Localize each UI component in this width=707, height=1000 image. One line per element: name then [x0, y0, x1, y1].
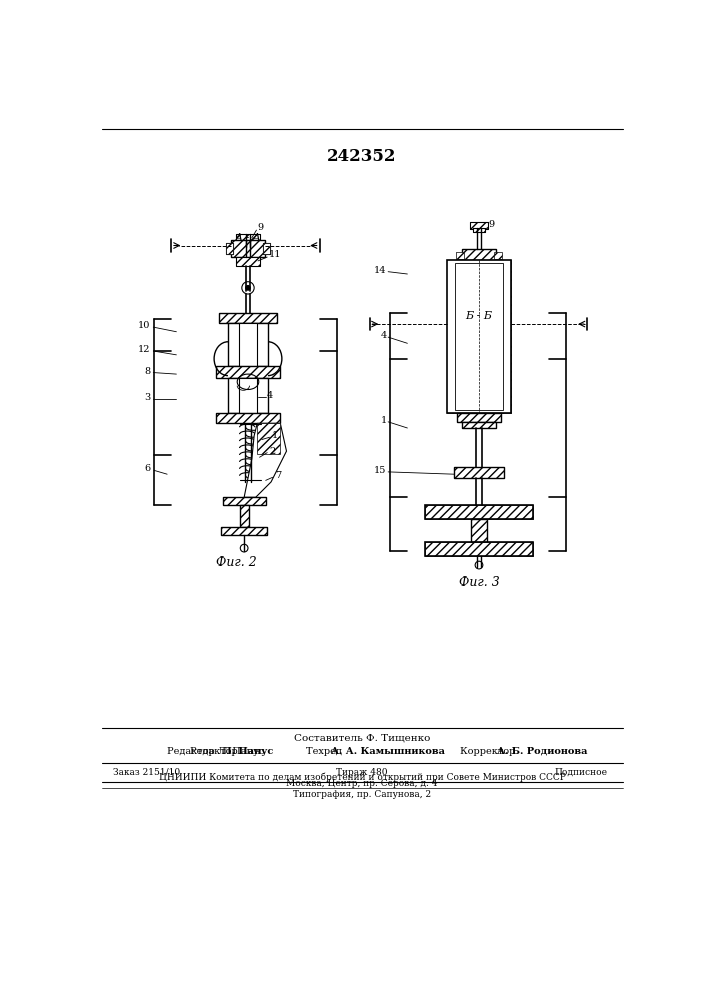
Circle shape [475, 561, 483, 569]
Bar [469, 222, 489, 229]
Bar [216, 413, 281, 423]
Text: 9: 9 [489, 220, 494, 229]
Text: Типография, пр. Сапунова, 2: Типография, пр. Сапунова, 2 [293, 790, 431, 799]
Bar [223, 497, 266, 505]
Bar [235, 257, 260, 266]
Circle shape [240, 544, 248, 552]
Text: Фиг. 3: Фиг. 3 [459, 576, 499, 588]
Bar [448, 260, 457, 413]
Text: 12: 12 [138, 345, 150, 354]
Bar [462, 422, 496, 428]
Text: Техред: Техред [305, 747, 345, 756]
Bar [425, 542, 533, 556]
Circle shape [246, 286, 250, 290]
Text: Москва, Центр, пр. Серова, д. 4: Москва, Центр, пр. Серова, д. 4 [286, 779, 438, 788]
Bar [455, 263, 503, 410]
Text: 1: 1 [380, 416, 387, 425]
Text: 242352: 242352 [327, 148, 397, 165]
Text: 11: 11 [269, 250, 281, 259]
Text: Корректор: Корректор [460, 747, 518, 756]
Text: 4: 4 [380, 331, 387, 340]
Bar [494, 252, 502, 259]
Bar [264, 243, 269, 254]
Circle shape [242, 282, 254, 294]
Bar [473, 228, 485, 232]
Text: Б - Б: Б - Б [465, 311, 493, 321]
Bar [264, 243, 269, 254]
Text: 9: 9 [257, 223, 264, 232]
Bar [472, 519, 486, 542]
Bar [235, 234, 260, 240]
Bar [228, 378, 268, 413]
Bar [257, 423, 281, 454]
Bar [216, 413, 281, 423]
Bar [218, 312, 277, 323]
Text: 10: 10 [138, 321, 150, 330]
Polygon shape [244, 423, 286, 497]
Bar [257, 378, 268, 413]
Text: 3: 3 [144, 393, 150, 402]
Bar [456, 252, 464, 259]
Bar [228, 323, 239, 366]
Text: 2: 2 [269, 447, 276, 456]
Bar [425, 542, 533, 556]
Text: 6: 6 [144, 464, 150, 473]
Bar [425, 505, 533, 519]
Text: 7: 7 [275, 471, 281, 480]
Bar [218, 312, 277, 323]
Bar [228, 323, 268, 366]
Text: ЦНИИПИ Комитета по делам изобретений и открытий при Совете Министров СССР: ЦНИИПИ Комитета по делам изобретений и о… [158, 773, 566, 782]
Bar [448, 260, 510, 413]
Bar [239, 378, 257, 413]
Text: 4: 4 [267, 391, 274, 400]
Text: 1: 1 [272, 431, 278, 440]
Bar [216, 366, 281, 378]
Bar [455, 467, 503, 478]
Bar [240, 505, 249, 527]
Bar [228, 378, 239, 413]
Text: Фиг. 2: Фиг. 2 [216, 556, 257, 569]
Bar [462, 422, 496, 428]
Bar [501, 260, 510, 413]
Bar [462, 249, 496, 260]
Text: Редактор: Редактор [190, 747, 241, 756]
Text: 8: 8 [144, 367, 150, 376]
Bar [223, 497, 266, 505]
Bar [231, 240, 265, 257]
Text: Заказ 2151/10: Заказ 2151/10 [113, 768, 180, 777]
Text: Подписное: Подписное [554, 768, 607, 777]
Bar [457, 413, 501, 422]
Text: А. Б. Родионова: А. Б. Родионова [497, 747, 588, 756]
Bar [240, 505, 249, 527]
Bar [462, 249, 496, 260]
Text: A - A: A - A [235, 233, 262, 243]
Bar [226, 243, 233, 254]
Text: Л. Панус: Л. Панус [223, 747, 274, 756]
Bar [473, 228, 485, 232]
Text: 14: 14 [374, 266, 387, 275]
Bar [235, 257, 260, 266]
Bar [231, 240, 265, 257]
Bar [239, 323, 257, 366]
Bar [457, 413, 501, 422]
Text: Составитель Ф. Тищенко: Составитель Ф. Тищенко [294, 733, 430, 742]
Bar [455, 467, 503, 478]
Bar [472, 519, 486, 542]
Bar [221, 527, 267, 535]
Text: Тираж 480: Тираж 480 [337, 768, 387, 777]
Text: Редактор Л. Панус: Редактор Л. Панус [167, 747, 264, 756]
Text: А. А. Камышникова: А. А. Камышникова [331, 747, 445, 756]
Bar [216, 366, 281, 378]
Bar [425, 505, 533, 519]
Bar [257, 323, 268, 366]
Text: 15: 15 [374, 466, 387, 475]
Bar [221, 527, 267, 535]
Bar [235, 234, 260, 240]
Bar [469, 222, 489, 229]
Bar [226, 243, 233, 254]
